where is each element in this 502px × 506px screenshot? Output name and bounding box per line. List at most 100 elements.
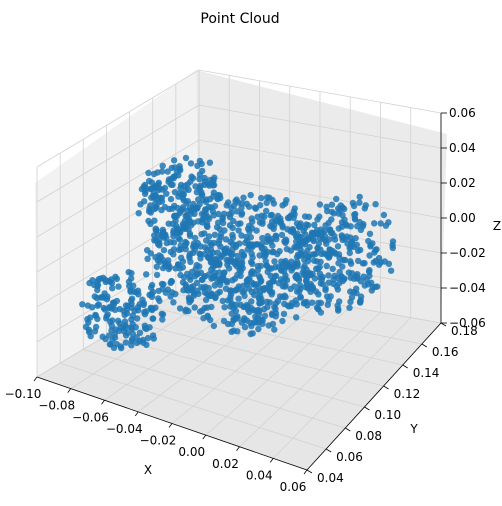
cloud-point [357, 278, 365, 285]
cloud-point [309, 285, 316, 293]
cloud-point [302, 283, 309, 291]
x-tick [67, 388, 72, 393]
cloud-point [223, 256, 230, 263]
cloud-point [297, 294, 304, 301]
cloud-point [196, 175, 203, 183]
cloud-point [317, 299, 325, 307]
cloud-point [171, 202, 178, 210]
cloud-point [265, 322, 272, 329]
cloud-point [127, 297, 135, 304]
cloud-point [241, 292, 248, 300]
cloud-point [325, 272, 332, 279]
cloud-point [347, 260, 355, 267]
cloud-point [182, 308, 189, 315]
cloud-point [196, 157, 204, 165]
cloud-point [196, 308, 204, 315]
cloud-point [197, 251, 204, 258]
cloud-point [175, 193, 182, 200]
cloud-point [279, 317, 286, 325]
cloud-point [259, 234, 266, 242]
cloud-point [102, 335, 109, 343]
cloud-point [108, 327, 115, 334]
cloud-point [249, 279, 256, 286]
cloud-point [225, 265, 233, 272]
cloud-point [355, 257, 362, 265]
cloud-point [255, 311, 262, 318]
cloud-point [227, 293, 234, 300]
cloud-point [187, 160, 195, 167]
y-tick-label: 0.04 [317, 471, 344, 485]
cloud-point [204, 312, 211, 319]
cloud-point [267, 283, 274, 291]
cloud-point [268, 211, 275, 219]
cloud-point [211, 231, 219, 238]
cloud-point [194, 239, 201, 247]
cloud-point [282, 239, 289, 246]
cloud-point [281, 259, 288, 267]
cloud-point [226, 222, 234, 229]
cloud-point [86, 314, 94, 321]
x-tick [168, 423, 173, 428]
cloud-point [209, 249, 217, 256]
cloud-point [345, 269, 353, 276]
cloud-point [232, 197, 239, 205]
cloud-point [125, 269, 132, 276]
cloud-point [181, 217, 189, 224]
cloud-point [237, 272, 244, 280]
x-tick-label: −0.04 [106, 422, 143, 436]
cloud-point [164, 286, 172, 293]
cloud-point [186, 273, 194, 280]
cloud-point [334, 302, 341, 309]
y-tick [325, 448, 332, 453]
cloud-point [109, 336, 116, 344]
x-tick-label: 0.00 [178, 445, 205, 459]
cloud-point [256, 252, 263, 259]
cloud-point [238, 232, 245, 239]
cloud-point [248, 250, 255, 257]
cloud-point [135, 291, 142, 298]
cloud-point [287, 285, 294, 293]
cloud-point [171, 164, 178, 171]
cloud-point [338, 219, 346, 226]
y-axis-line [306, 322, 442, 471]
cloud-point [100, 304, 107, 312]
x-tick [134, 411, 139, 417]
cloud-point [347, 298, 354, 305]
cloud-point [228, 320, 236, 328]
cloud-point [231, 275, 239, 282]
cloud-point [293, 272, 301, 279]
y-tick [402, 364, 408, 369]
cloud-point [178, 254, 185, 261]
cloud-point [366, 252, 373, 259]
cloud-point [315, 306, 322, 313]
cloud-point [303, 298, 310, 306]
y-tick-label: 0.14 [413, 366, 440, 380]
x-tick [101, 400, 105, 405]
cloud-point [316, 270, 324, 277]
cloud-point [277, 215, 284, 222]
x-tick-label: 0.02 [212, 457, 239, 471]
cloud-point [155, 287, 162, 295]
cloud-point [313, 258, 321, 265]
cloud-point [227, 303, 234, 310]
cloud-point [112, 273, 119, 280]
cloud-point [167, 195, 175, 203]
y-tick [306, 469, 313, 474]
cloud-point [203, 196, 210, 203]
cloud-point [136, 329, 144, 336]
cloud-point [301, 262, 308, 270]
cloud-point [257, 262, 265, 270]
cloud-point [159, 316, 166, 323]
cloud-point [165, 205, 173, 213]
cloud-point [347, 243, 354, 250]
cloud-point [258, 194, 265, 202]
cloud-point [271, 326, 278, 333]
cloud-point [108, 305, 115, 312]
cloud-point [121, 318, 129, 325]
cloud-point [94, 302, 101, 309]
cloud-point [289, 226, 296, 233]
cloud-point [210, 212, 217, 219]
cloud-point [183, 240, 190, 247]
cloud-point [316, 213, 323, 220]
cloud-point [271, 258, 278, 265]
